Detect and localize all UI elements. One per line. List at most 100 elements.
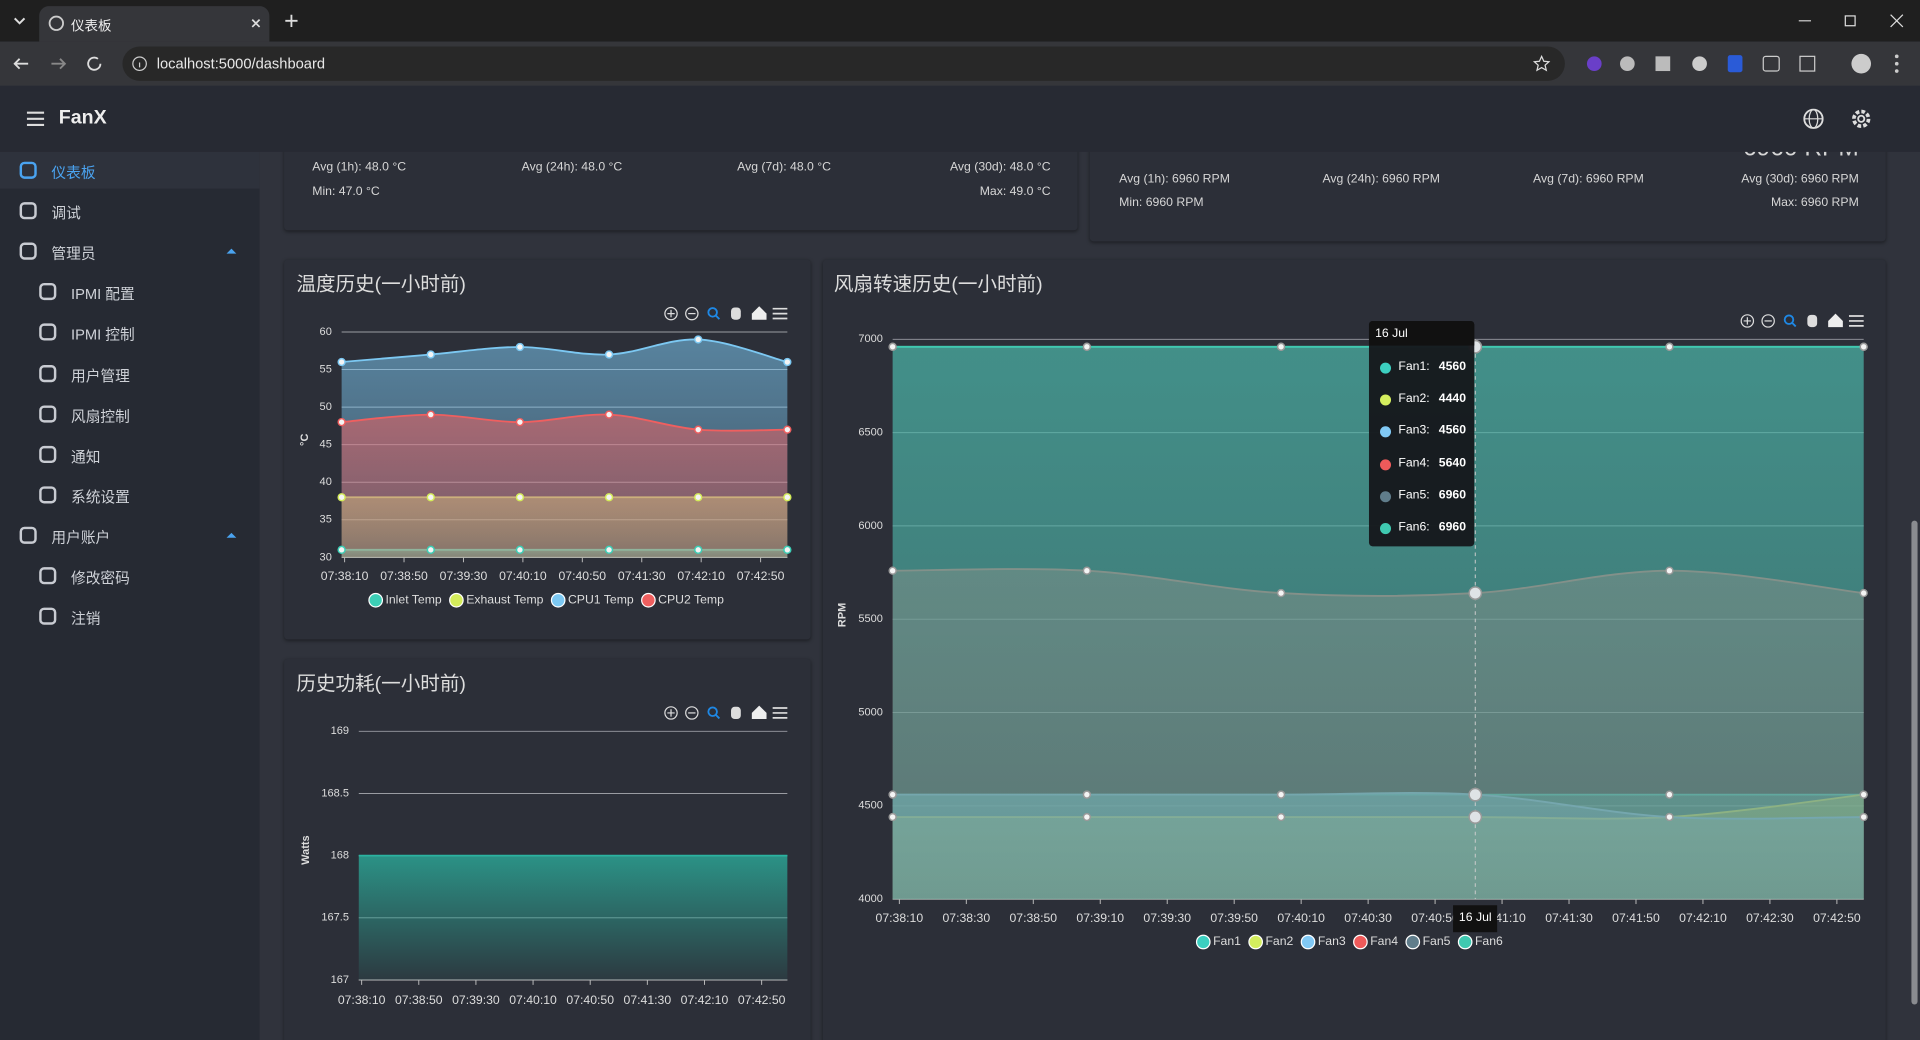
nav-icon <box>39 364 57 382</box>
tab[interactable]: 仪表板 <box>39 6 270 42</box>
tooltip-name: Fan1 <box>1398 360 1429 373</box>
y-tick-label: 45 <box>320 439 332 451</box>
menu-button[interactable] <box>26 109 46 129</box>
chart-title: 历史功耗(一小时前) <box>296 673 466 695</box>
x-tick-label: 07:41:30 <box>624 993 672 1007</box>
window-controls[interactable] <box>1793 11 1915 31</box>
nav-icon <box>39 445 57 463</box>
stat: Max: 6960 RPM <box>1770 195 1859 210</box>
site-info[interactable] <box>131 55 148 72</box>
x-tick-label: 07:41:30 <box>618 569 666 583</box>
nav-icon <box>39 323 57 342</box>
expand-caret[interactable] <box>225 529 237 541</box>
legend-marker <box>1300 934 1316 950</box>
data-point <box>1859 588 1868 598</box>
data-point <box>604 350 614 359</box>
y-tick-label: 7000 <box>858 333 883 345</box>
stat: Avg (1h): 6960 RPM <box>1119 172 1230 187</box>
nav-label: 通知 <box>71 447 101 466</box>
chart-toolbar[interactable] <box>664 705 788 720</box>
data-point <box>515 417 525 427</box>
nav-item[interactable]: 调试 <box>0 192 260 229</box>
data-point <box>1276 790 1286 799</box>
address-bar[interactable]: localhost:5000/dashboard <box>122 46 1565 81</box>
stat: Avg (24h): 48.0 °C <box>521 160 623 174</box>
data-point <box>888 812 897 822</box>
data-point <box>1665 812 1674 822</box>
nav-item[interactable]: IPMI 配置 <box>0 274 260 311</box>
nav-item[interactable]: 仪表板 <box>0 151 260 189</box>
tooltip: 16 Jul Fan1 4560 Fan2 4440 Fan3 4560 Fan4 5640 Fa… <box>1368 320 1475 547</box>
tab-strip: 仪表板 <box>0 0 1920 42</box>
x-tick-label: 07:42:10 <box>681 993 729 1007</box>
data-point <box>783 425 792 434</box>
chart-title: 风扇转速历史(一小时前) <box>834 274 1043 296</box>
nav-icon <box>39 283 57 301</box>
new-tab[interactable] <box>282 11 302 31</box>
chart-toolbar[interactable] <box>664 306 788 321</box>
data-point <box>783 493 792 502</box>
nav-item[interactable]: 通知 <box>0 436 260 473</box>
x-tick-label: 07:38:50 <box>1009 911 1057 925</box>
stat: Min: 47.0 °C <box>312 184 380 199</box>
series-line <box>341 413 788 432</box>
tooltip-name: Fan3 <box>1398 424 1429 437</box>
data-point <box>1082 566 1092 575</box>
x-tick-label: 07:40:10 <box>1277 911 1325 925</box>
tooltip-value: 6960 <box>1438 520 1467 535</box>
nav-item[interactable]: 修改密码 <box>0 557 260 594</box>
legend-marker <box>449 592 464 608</box>
y-tick-label: 167.5 <box>321 912 349 924</box>
x-tick-label: 07:40:50 <box>559 569 607 583</box>
data-point <box>1859 790 1868 799</box>
tooltip-marker <box>1380 490 1392 502</box>
nav-item[interactable]: 系统设置 <box>0 476 260 513</box>
data-point <box>783 357 792 367</box>
extensions[interactable] <box>1582 51 1913 75</box>
tooltip-name: Fan4 <box>1398 456 1429 469</box>
nav-icon <box>39 607 57 625</box>
chart-toolbar[interactable] <box>1740 313 1864 328</box>
nav-buttons[interactable] <box>10 53 108 75</box>
stat: Avg (1h): 48.0 °C <box>312 160 407 174</box>
scrollbar[interactable] <box>1911 520 1918 1005</box>
app-actions[interactable] <box>1801 107 1874 131</box>
y-tick-label: 168 <box>331 850 349 862</box>
stat: Max: 49.0 °C <box>979 184 1051 199</box>
data-point <box>694 425 703 434</box>
nav-icon <box>39 404 57 423</box>
y-tick-label: 5000 <box>858 706 883 718</box>
chart-title: 温度历史(一小时前) <box>296 274 466 296</box>
x-tick-label: 07:40:50 <box>566 993 614 1007</box>
legend: Fan1 Fan2 Fan3 Fan4 Fan5 Fan6 <box>1195 934 1503 950</box>
nav-item[interactable]: 注销 <box>0 598 260 635</box>
tab-menu[interactable] <box>10 11 30 31</box>
data-point <box>1665 566 1674 575</box>
nav-item[interactable]: 管理员 <box>0 233 260 270</box>
nav-item[interactable]: 风扇控制 <box>0 395 260 432</box>
legend-marker <box>550 592 566 608</box>
nav-item[interactable]: 用户账户 <box>0 517 260 554</box>
data-point <box>1082 342 1092 351</box>
nav-icon <box>39 486 57 504</box>
data-point <box>1276 588 1286 598</box>
data-point <box>426 545 435 555</box>
nav-item[interactable]: IPMI 控制 <box>0 314 260 351</box>
data-point <box>337 493 346 502</box>
bookmark-star[interactable] <box>1533 55 1551 72</box>
tooltip-marker <box>1380 458 1392 470</box>
data-point <box>1859 812 1868 822</box>
tooltip-marker <box>1380 362 1392 374</box>
data-point <box>1468 586 1483 600</box>
x-tick-label: 07:42:50 <box>1813 911 1861 925</box>
x-tick-label: 07:39:30 <box>452 993 500 1007</box>
nav-item[interactable]: 用户管理 <box>0 355 260 392</box>
nav-icon <box>19 526 37 544</box>
data-point <box>426 493 435 502</box>
data-point <box>337 417 346 427</box>
tab-close[interactable] <box>247 15 264 32</box>
y-tick-label: 50 <box>320 401 332 413</box>
nav-label: IPMI 控制 <box>71 326 135 344</box>
nav-label: 调试 <box>51 204 81 222</box>
expand-caret[interactable] <box>225 245 237 257</box>
